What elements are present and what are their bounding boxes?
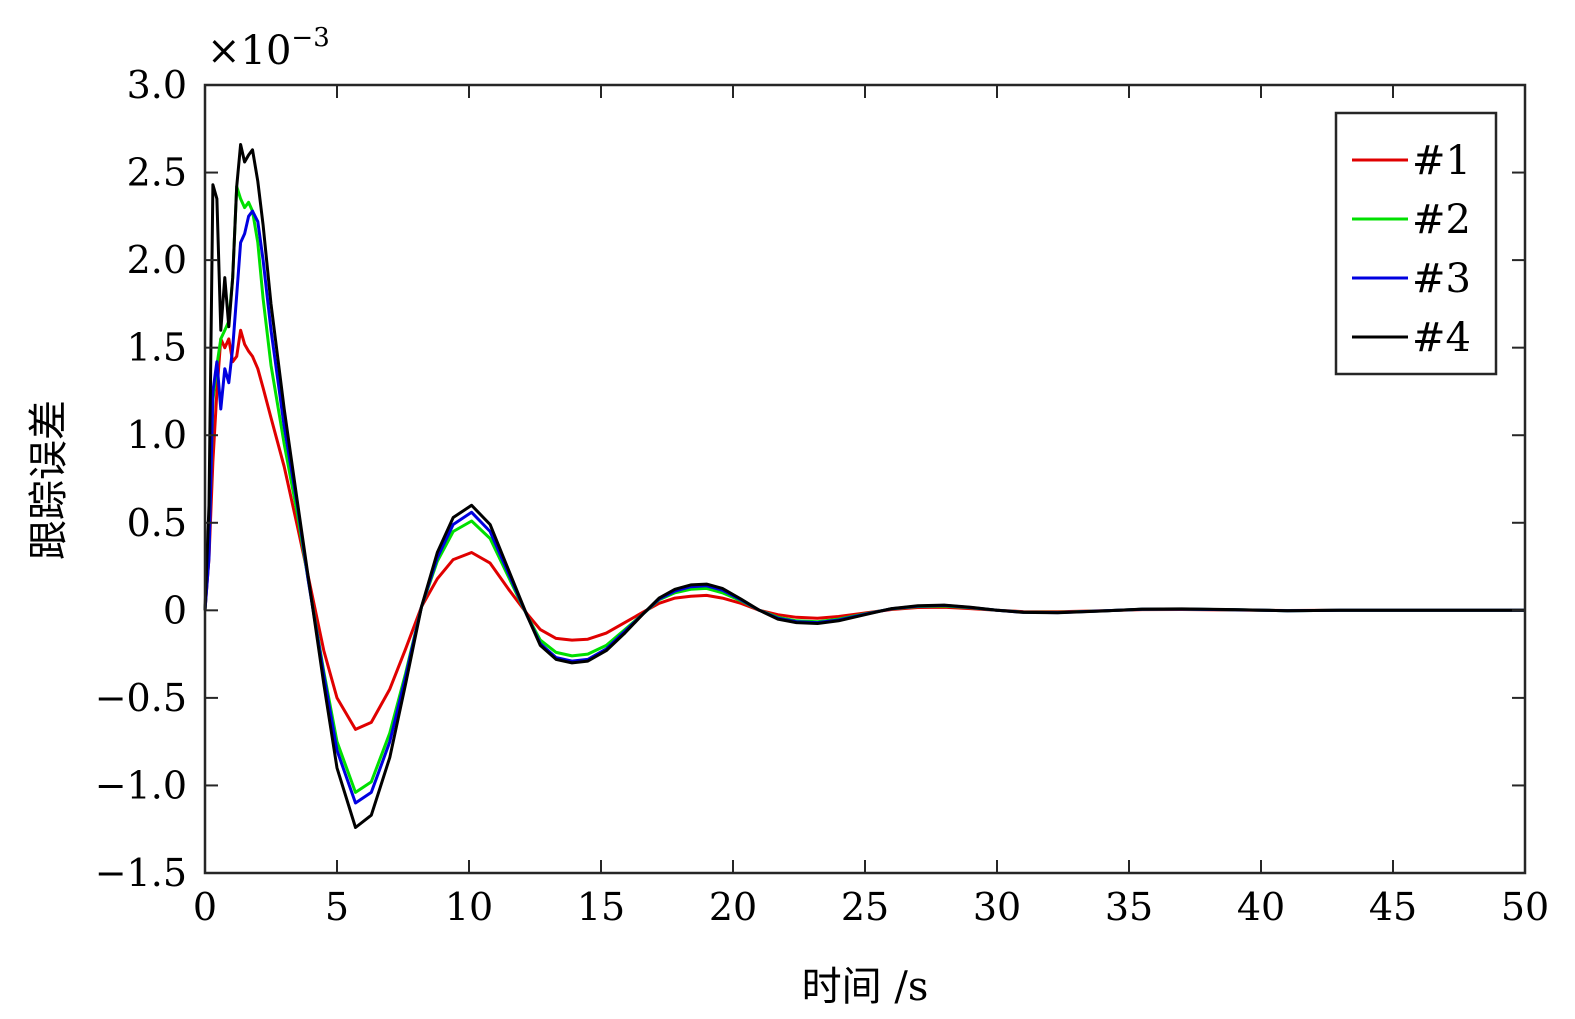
x-tick-label-0: 0	[193, 885, 217, 929]
x-tick-label-6: 30	[973, 885, 1021, 929]
y-tick-label-1: −1.0	[95, 763, 187, 807]
x-tick-label-7: 35	[1105, 885, 1153, 929]
plot-frame	[203, 83, 1527, 875]
y-tick-label-5: 1.0	[127, 413, 187, 457]
legend-label-4: #4	[1412, 315, 1471, 361]
x-tick-label-8: 40	[1237, 885, 1285, 929]
y-tick-label-2: −0.5	[95, 676, 187, 720]
x-tick-label-3: 15	[577, 885, 625, 929]
y-tick-label-8: 2.5	[127, 151, 187, 195]
y-tick-label-4: 0.5	[127, 501, 187, 545]
legend-label-2: #2	[1412, 197, 1471, 243]
series-layer	[203, 143, 1525, 829]
y-tick-label-7: 2.0	[127, 238, 187, 282]
y-tick-label-0: −1.5	[95, 851, 187, 895]
legend-box	[1334, 111, 1498, 376]
y-multiplier-exponent: −3	[291, 23, 329, 53]
y-tick-label-6: 1.5	[127, 326, 187, 370]
y-tick-label-9: 3.0	[127, 63, 187, 107]
x-tick-labels: 0 5 10 15 20 25 30 35 40 45 50	[193, 885, 1549, 929]
x-tick-label-4: 20	[709, 885, 757, 929]
x-tick-label-9: 45	[1369, 885, 1417, 929]
legend: #1 #2 #3 #4	[1334, 111, 1498, 376]
y-axis-title: 跟踪误差	[26, 400, 72, 560]
y-multiplier-label: ×10−3	[207, 23, 330, 74]
series-line-4	[203, 143, 1525, 829]
x-axis-title: 时间 /s	[802, 964, 929, 1010]
y-tick-label-3: 0	[163, 588, 187, 632]
x-tick-label-1: 5	[325, 885, 349, 929]
x-tick-label-2: 10	[445, 885, 493, 929]
y-tick-labels: −1.5 −1.0 −0.5 0 0.5 1.0 1.5 2.0 2.5 3.0	[95, 63, 187, 895]
legend-label-3: #3	[1412, 256, 1471, 302]
x-tick-label-10: 50	[1501, 885, 1549, 929]
plot-area	[205, 85, 1525, 873]
legend-label-1: #1	[1412, 138, 1471, 184]
x-tick-label-5: 25	[841, 885, 889, 929]
